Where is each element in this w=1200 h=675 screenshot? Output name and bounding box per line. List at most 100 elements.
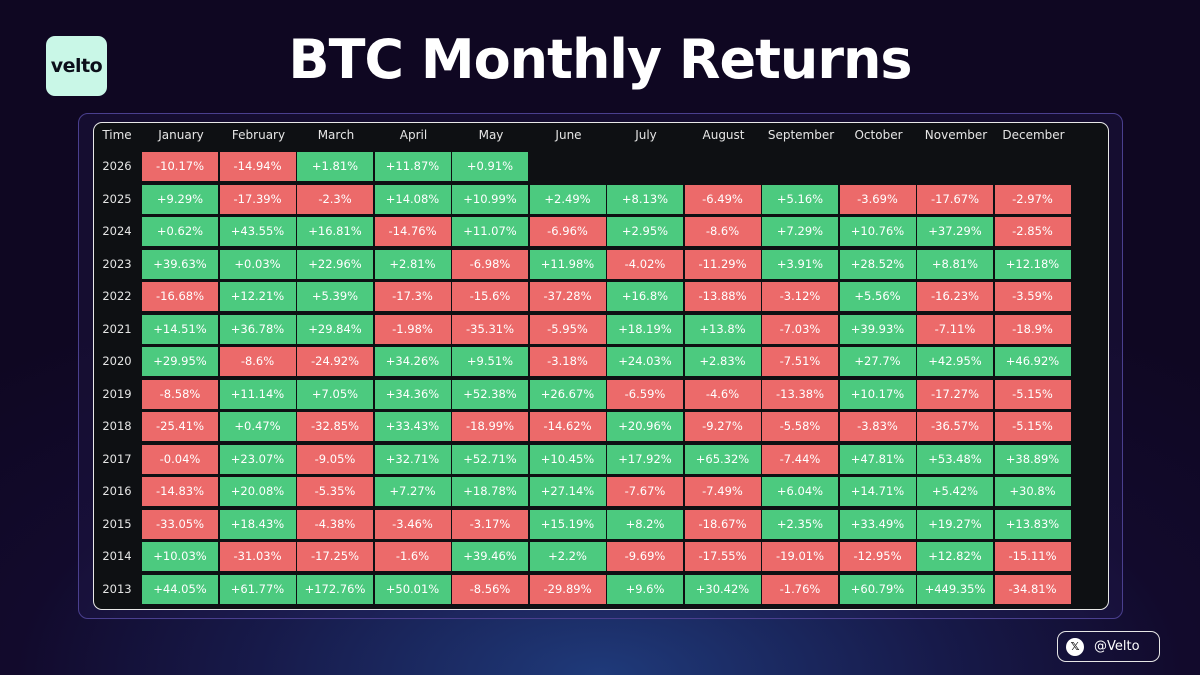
return-cell-2020-april: +34.26% <box>374 347 451 376</box>
return-cell-2015-february: +18.43% <box>219 509 296 539</box>
return-cell-2016-july: -7.67% <box>607 477 683 506</box>
return-cell-2018-march: -32.85% <box>297 412 373 441</box>
return-cell-2014-january: +10.03% <box>142 542 218 571</box>
handle-text: @Velto <box>1094 639 1140 654</box>
year-label-2024: 2024 <box>102 224 132 238</box>
header-october: October <box>854 128 903 142</box>
return-cell-2021-february: +36.78% <box>219 314 296 344</box>
return-cell-2024-september: +7.29% <box>762 217 838 246</box>
return-cell-2023-february: +0.03% <box>219 249 296 279</box>
return-cell-2019-august: -4.6% <box>684 379 761 409</box>
return-cell-2016-june: +27.14% <box>529 477 606 506</box>
return-cell-2014-september: -19.01% <box>762 542 838 571</box>
return-cell-2023-april: +2.81% <box>374 249 451 279</box>
return-cell-2014-august: -17.55% <box>684 542 761 571</box>
return-cell-2025-september: +5.16% <box>762 184 838 214</box>
return-cell-2017-september: -7.44% <box>762 444 838 474</box>
return-cell-2025-february: -17.39% <box>219 184 296 214</box>
return-cell-2014-february: -31.03% <box>219 542 296 571</box>
return-cell-2013-february: +61.77% <box>219 574 296 604</box>
return-cell-2025-january: +9.29% <box>142 184 218 214</box>
return-cell-2022-august: -13.88% <box>684 282 761 311</box>
year-label-2022: 2022 <box>102 289 132 303</box>
return-cell-2022-april: -17.3% <box>374 282 451 311</box>
return-cell-2024-june: -6.96% <box>529 217 606 246</box>
return-cell-2021-july: +18.19% <box>607 314 683 344</box>
return-cell-2016-october: +14.71% <box>839 477 916 506</box>
return-cell-2018-december: -5.15% <box>994 412 1071 441</box>
return-cell-2017-april: +32.71% <box>374 444 451 474</box>
return-cell-2023-december: +12.18% <box>994 249 1071 279</box>
return-cell-2018-november: -36.57% <box>917 412 993 441</box>
return-cell-2024-december: -2.85% <box>994 217 1071 246</box>
return-cell-2020-july: +24.03% <box>607 347 683 376</box>
return-cell-2017-december: +38.89% <box>994 444 1071 474</box>
return-cell-2020-january: +29.95% <box>142 347 218 376</box>
return-cell-2020-november: +42.95% <box>917 347 993 376</box>
return-cell-2015-august: -18.67% <box>684 509 761 539</box>
return-cell-2014-may: +39.46% <box>452 542 528 571</box>
return-cell-2022-march: +5.39% <box>297 282 373 311</box>
return-cell-2022-october: +5.56% <box>839 282 916 311</box>
return-cell-2017-july: +17.92% <box>607 444 683 474</box>
return-cell-2021-march: +29.84% <box>297 314 373 344</box>
return-cell-2018-may: -18.99% <box>452 412 528 441</box>
return-cell-2023-june: +11.98% <box>529 249 606 279</box>
return-cell-2013-december: -34.81% <box>994 574 1071 604</box>
return-cell-2022-february: +12.21% <box>219 282 296 311</box>
return-cell-2014-october: -12.95% <box>839 542 916 571</box>
year-label-2017: 2017 <box>102 451 132 466</box>
return-cell-2022-may: -15.6% <box>452 282 528 311</box>
return-cell-2014-november: +12.82% <box>917 542 993 571</box>
return-cell-2016-august: -7.49% <box>684 477 761 506</box>
return-cell-2022-june: -37.28% <box>529 282 606 311</box>
velto-logo: velto <box>46 36 107 96</box>
header-time: Time <box>102 128 132 142</box>
header-march: March <box>317 128 355 142</box>
return-cell-2025-november: -17.67% <box>917 184 993 214</box>
return-cell-2024-november: +37.29% <box>917 217 993 246</box>
return-cell-2018-june: -14.62% <box>529 412 606 441</box>
year-label-2025: 2025 <box>102 191 132 206</box>
return-cell-2018-august: -9.27% <box>684 412 761 441</box>
return-cell-2016-february: +20.08% <box>219 477 296 506</box>
year-label-2020: 2020 <box>102 354 132 368</box>
return-cell-2016-january: -14.83% <box>142 477 218 506</box>
return-cell-2020-may: +9.51% <box>452 347 528 376</box>
header-december: December <box>1002 128 1065 142</box>
year-label-2015: 2015 <box>102 516 132 531</box>
social-handle[interactable]: 𝕏 @Velto <box>1057 631 1160 662</box>
return-cell-2023-march: +22.96% <box>297 249 373 279</box>
return-cell-2025-march: -2.3% <box>297 184 373 214</box>
return-cell-2021-december: -18.9% <box>994 314 1071 344</box>
return-cell-2024-august: -8.6% <box>684 217 761 246</box>
return-cell-2025-december: -2.97% <box>994 184 1071 214</box>
return-cell-2021-april: -1.98% <box>374 314 451 344</box>
return-cell-2024-march: +16.81% <box>297 217 373 246</box>
return-cell-2018-july: +20.96% <box>607 412 683 441</box>
return-cell-2019-october: +10.17% <box>839 379 916 409</box>
header-may: May <box>478 128 504 142</box>
return-cell-2021-september: -7.03% <box>762 314 838 344</box>
return-cell-2016-april: +7.27% <box>374 477 451 506</box>
return-cell-2024-february: +43.55% <box>219 217 296 246</box>
x-logo-icon: 𝕏 <box>1066 637 1084 656</box>
return-cell-2026-may: +0.91% <box>452 152 528 181</box>
return-cell-2013-september: -1.76% <box>762 574 838 604</box>
return-cell-2019-april: +34.36% <box>374 379 451 409</box>
return-cell-2013-july: +9.6% <box>607 574 683 604</box>
return-cell-2017-august: +65.32% <box>684 444 761 474</box>
year-label-2019: 2019 <box>102 386 132 401</box>
return-cell-2025-july: +8.13% <box>607 184 683 214</box>
return-cell-2013-october: +60.79% <box>839 574 916 604</box>
return-cell-2024-october: +10.76% <box>839 217 916 246</box>
return-cell-2015-november: +19.27% <box>917 509 993 539</box>
return-cell-2015-december: +13.83% <box>994 509 1071 539</box>
return-cell-2022-september: -3.12% <box>762 282 838 311</box>
return-cell-2017-november: +53.48% <box>917 444 993 474</box>
return-cell-2015-june: +15.19% <box>529 509 606 539</box>
return-cell-2015-october: +33.49% <box>839 509 916 539</box>
year-label-2016: 2016 <box>102 484 132 498</box>
return-cell-2017-march: -9.05% <box>297 444 373 474</box>
return-cell-2023-october: +28.52% <box>839 249 916 279</box>
